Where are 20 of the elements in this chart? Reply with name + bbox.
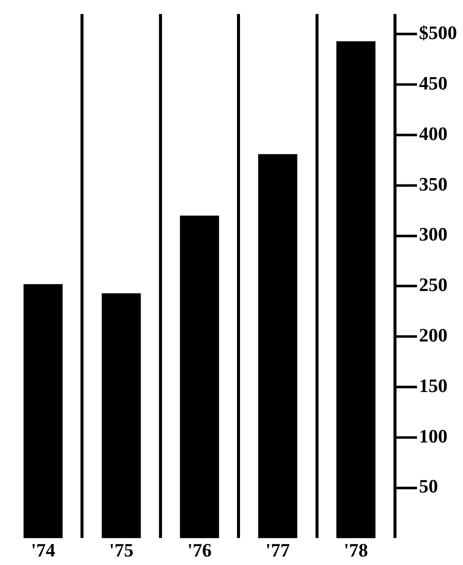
x-tick-label: '74 xyxy=(30,540,56,562)
x-tick-label: '77 xyxy=(266,540,290,562)
y-tick-label: 100 xyxy=(419,426,448,448)
y-tick-label: 350 xyxy=(419,174,448,196)
bar xyxy=(180,216,220,538)
y-tick-label: 250 xyxy=(419,275,448,296)
y-tick-label: 50 xyxy=(419,476,438,498)
bar xyxy=(258,154,298,538)
y-tick-label: 400 xyxy=(419,124,448,145)
y-tick-label: 200 xyxy=(419,325,448,346)
bar xyxy=(336,41,376,538)
x-tick-label: '78 xyxy=(344,540,368,562)
y-tick-label: $500 xyxy=(419,23,457,44)
bar xyxy=(102,293,141,538)
y-tick-label: 450 xyxy=(419,73,448,94)
x-tick-label: '75 xyxy=(109,540,134,562)
x-tick-label: '76 xyxy=(187,540,212,562)
bar xyxy=(24,284,63,538)
y-tick-label: 150 xyxy=(419,376,448,397)
y-tick-label: 300 xyxy=(419,224,448,246)
